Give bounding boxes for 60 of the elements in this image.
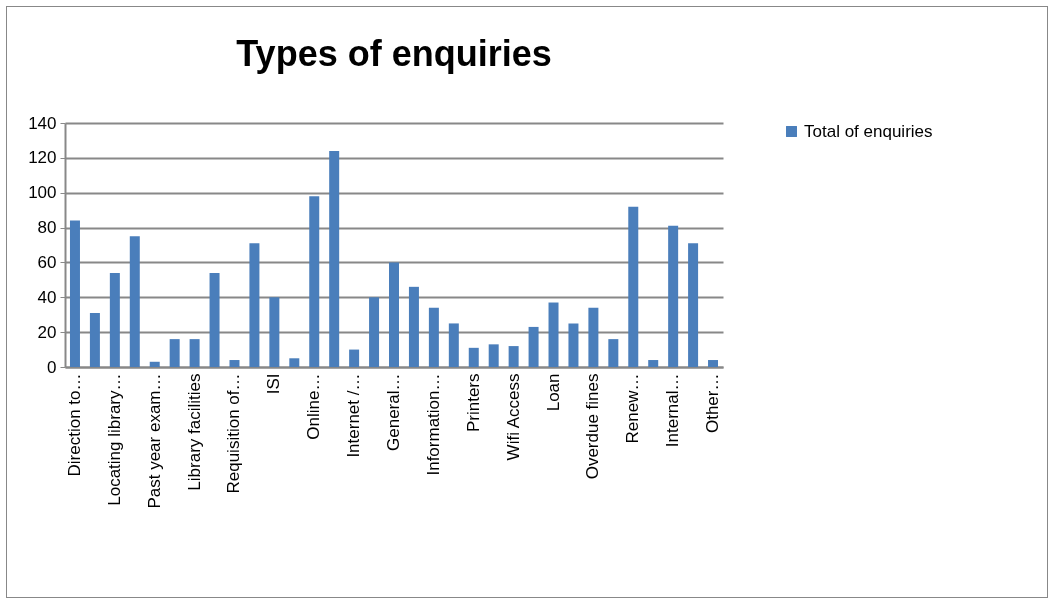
chart-title: Types of enquiries bbox=[236, 33, 552, 74]
x-tick-label: ISI bbox=[264, 373, 284, 395]
bar bbox=[369, 297, 380, 367]
bar bbox=[608, 339, 619, 367]
bar bbox=[289, 358, 300, 367]
bar bbox=[189, 339, 200, 367]
bar bbox=[109, 272, 120, 367]
y-tick-label: 20 bbox=[37, 322, 57, 342]
bar bbox=[568, 323, 579, 367]
x-tick-label: Loan bbox=[543, 373, 563, 412]
bar bbox=[129, 236, 140, 367]
bar bbox=[269, 297, 280, 367]
y-tick-label: 0 bbox=[47, 357, 57, 377]
bar bbox=[69, 220, 80, 367]
x-tick-label: General… bbox=[384, 373, 403, 451]
bar bbox=[528, 326, 539, 367]
x-tick-label: Internal… bbox=[663, 373, 683, 448]
x-tick-label: Other… bbox=[703, 373, 723, 434]
legend-label: Total of enquiries bbox=[804, 121, 933, 141]
x-tick-label: Wifi Access bbox=[503, 373, 523, 461]
bar bbox=[548, 302, 559, 367]
x-tick-label: Overdue fines bbox=[583, 373, 603, 480]
bar bbox=[628, 206, 639, 367]
x-tick-label: Library facilities bbox=[184, 373, 204, 491]
bar bbox=[349, 349, 360, 367]
x-tick-label: Locating library… bbox=[104, 373, 124, 506]
bar bbox=[209, 272, 220, 367]
bar bbox=[428, 307, 439, 367]
bar bbox=[508, 346, 519, 367]
x-tick-label: Internet /… bbox=[344, 373, 364, 458]
x-tick-label: Printers bbox=[463, 373, 483, 433]
y-tick-label: 60 bbox=[37, 252, 57, 272]
bar bbox=[89, 312, 100, 367]
bar bbox=[329, 150, 340, 367]
bar bbox=[149, 361, 160, 367]
x-tick-label: Online… bbox=[304, 373, 324, 440]
x-tick-label: Information… bbox=[423, 373, 443, 476]
bar bbox=[408, 286, 419, 367]
bar bbox=[309, 196, 320, 367]
y-tick-label: 40 bbox=[37, 287, 57, 307]
bar bbox=[169, 339, 180, 367]
x-tick-label: Renew… bbox=[623, 373, 643, 444]
x-tick-label: Requisition of… bbox=[224, 373, 244, 494]
bar bbox=[648, 360, 659, 367]
bar bbox=[229, 360, 240, 367]
y-tick-label: 120 bbox=[28, 148, 57, 168]
y-tick-label: 100 bbox=[28, 183, 57, 203]
bar bbox=[468, 347, 479, 367]
bar bbox=[588, 307, 599, 367]
y-tick-label: 80 bbox=[37, 218, 57, 238]
bar bbox=[249, 243, 260, 367]
x-tick-label: Direction to… bbox=[64, 373, 84, 477]
bar bbox=[488, 344, 499, 367]
bar bbox=[448, 323, 459, 367]
bar bbox=[708, 360, 719, 367]
bar bbox=[688, 243, 699, 367]
y-tick-label: 140 bbox=[28, 113, 57, 133]
x-tick-label: Past year exam… bbox=[144, 373, 164, 509]
bar bbox=[668, 225, 679, 367]
bar bbox=[389, 262, 399, 367]
